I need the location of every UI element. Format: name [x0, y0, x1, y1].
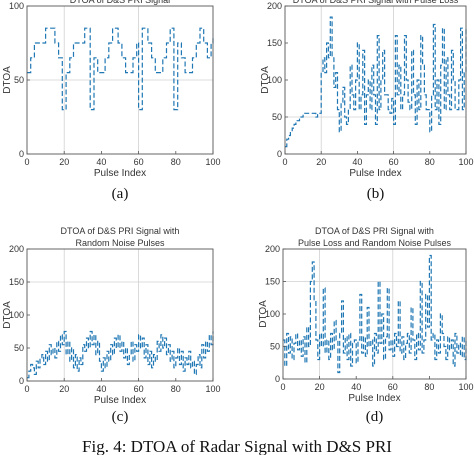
x-tick-label: 100	[205, 157, 220, 167]
y-tick-label: 100	[267, 75, 282, 85]
series-line-1	[283, 254, 467, 374]
chart-title: Random Noise Pulses	[75, 238, 165, 248]
x-tick-label: 0	[24, 157, 29, 167]
x-tick-label: 40	[96, 157, 106, 167]
x-tick-label: 20	[59, 384, 69, 394]
x-tick-label: 20	[59, 157, 69, 167]
x-tick-label: 0	[280, 382, 285, 392]
panel-2: 0 20 40 60 80 100 0 50 100 150 200 DTOA of D&S PRI …	[260, 0, 474, 202]
y-tick-label: 200	[267, 1, 282, 11]
x-tick-label: 100	[458, 157, 473, 167]
x-tick-label: 20	[316, 157, 326, 167]
x-tick-label: 100	[205, 384, 220, 394]
y-tick-label: 150	[9, 277, 24, 287]
y-tick-label: 150	[265, 277, 280, 287]
panel-4: 0 20 40 60 80 100 0 50 100 150 200 DTOA of D&S PRI …	[258, 226, 474, 425]
y-tick-label: 50	[272, 112, 282, 122]
series-line-1	[27, 27, 214, 111]
panel-label: (d)	[366, 409, 384, 425]
x-axis-label: Pulse Index	[349, 168, 401, 179]
x-tick-label: 60	[134, 157, 144, 167]
figure-caption: Fig. 4: DTOA of Radar Signal with D&S PR…	[82, 437, 392, 455]
y-axis-label: DTOA	[260, 66, 271, 94]
x-tick-label: 80	[424, 382, 434, 392]
x-axis-label: Pulse Index	[94, 168, 146, 179]
y-tick-label: 0	[19, 376, 24, 386]
x-tick-label: 80	[171, 157, 181, 167]
y-tick-label: 50	[14, 343, 24, 353]
series-line-1	[27, 330, 214, 379]
y-tick-label: 50	[14, 75, 24, 85]
y-axis-label: DTOA	[258, 300, 269, 328]
chart-title: DTOA of D&S PRI Signal	[70, 0, 170, 5]
y-axis-label: DTOA	[2, 301, 13, 329]
y-tick-label: 0	[277, 149, 282, 159]
chart-title: DTOA of D&S PRI Signal with Pulse Loss	[293, 0, 459, 5]
chart-title: DTOA of D&S PRI Signal with	[315, 226, 434, 236]
y-tick-label: 0	[275, 374, 280, 384]
panel-1: 0 20 40 60 80 100 0 50 100 DTOA of D&S PRI Signal…	[2, 0, 221, 202]
y-tick-label: 200	[265, 244, 280, 254]
y-tick-label: 200	[9, 244, 24, 254]
y-tick-label: 150	[267, 38, 282, 48]
panel-label: (b)	[367, 186, 385, 202]
y-tick-label: 50	[270, 342, 280, 352]
panel-3: 0 20 40 60 80 100 0 50 100 150 200 DTOA of D&S PRI …	[2, 226, 221, 425]
x-tick-label: 60	[389, 157, 399, 167]
x-axis-label: Pulse Index	[94, 395, 146, 406]
chart-title: DTOA of D&S PRI Signal with	[61, 226, 180, 236]
x-tick-label: 80	[425, 157, 435, 167]
y-axis-label: DTOA	[2, 66, 13, 94]
x-tick-label: 0	[24, 384, 29, 394]
y-tick-label: 100	[9, 1, 24, 11]
y-tick-label: 0	[19, 149, 24, 159]
x-tick-label: 0	[282, 157, 287, 167]
series-line-1	[285, 16, 467, 148]
x-tick-label: 40	[352, 157, 362, 167]
y-tick-label: 100	[9, 310, 24, 320]
x-tick-label: 80	[171, 384, 181, 394]
panel-label: (c)	[112, 409, 129, 425]
panel-label: (a)	[112, 186, 129, 202]
x-tick-label: 20	[315, 382, 325, 392]
x-tick-label: 40	[351, 382, 361, 392]
x-axis-label: Pulse Index	[348, 393, 400, 404]
y-tick-label: 100	[265, 309, 280, 319]
chart-title: Pulse Loss and Random Noise Pulses	[298, 238, 452, 248]
x-tick-label: 40	[96, 384, 106, 394]
x-tick-label: 60	[134, 384, 144, 394]
x-tick-label: 60	[388, 382, 398, 392]
x-tick-label: 100	[458, 382, 473, 392]
